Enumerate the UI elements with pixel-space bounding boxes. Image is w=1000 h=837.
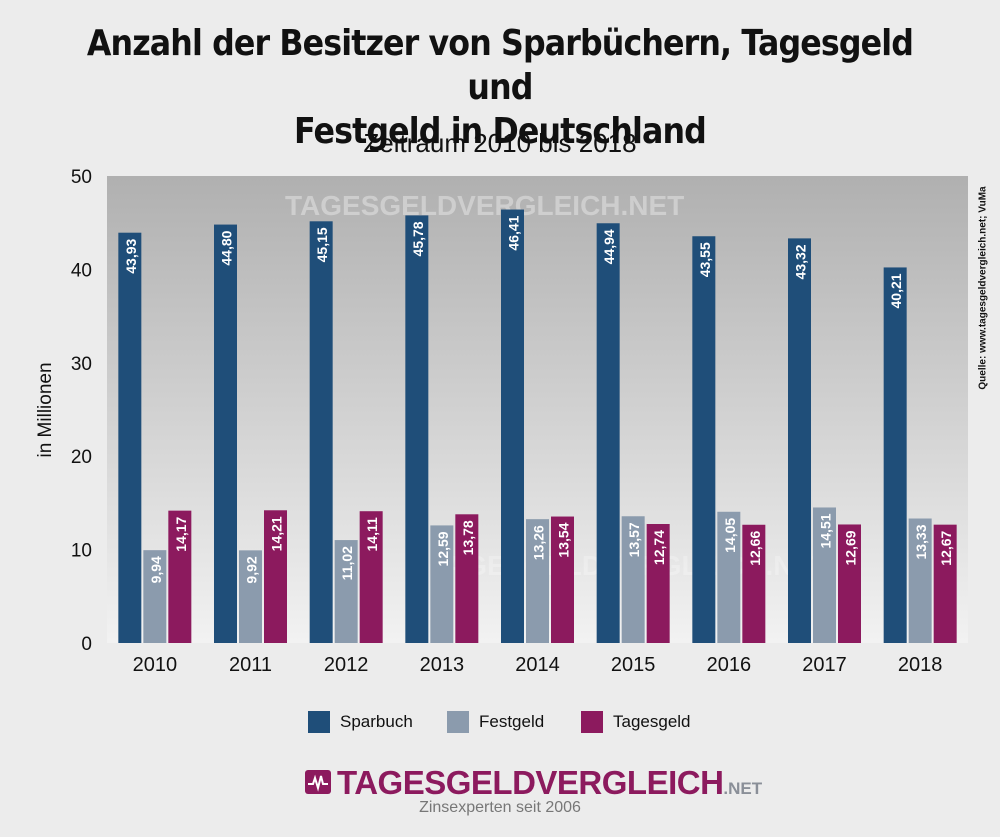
x-tick-label-2017: 2017 xyxy=(802,654,847,676)
y-tick-label: 20 xyxy=(71,447,92,468)
x-tick-label-2016: 2016 xyxy=(707,654,752,676)
data-label-tagesgeld-2016: 12,66 xyxy=(747,531,763,566)
data-label-sparbuch-2017: 43,32 xyxy=(793,244,809,279)
bar-sparbuch-2011 xyxy=(214,224,237,643)
legend-swatch-festgeld xyxy=(447,711,469,733)
bar-festgeld-2017 xyxy=(813,507,836,643)
data-label-sparbuch-2010: 43,93 xyxy=(123,238,139,273)
bar-tagesgeld-2011 xyxy=(264,510,287,643)
bar-festgeld-2014 xyxy=(526,519,549,643)
data-label-sparbuch-2011: 44,80 xyxy=(219,230,235,265)
y-tick-label: 30 xyxy=(71,354,92,375)
bar-festgeld-2016 xyxy=(717,511,741,643)
data-label-tagesgeld-2012: 14,11 xyxy=(364,517,380,551)
legend-label-sparbuch: Sparbuch xyxy=(340,712,413,731)
bar-festgeld-2013 xyxy=(430,525,454,643)
data-label-sparbuch-2016: 43,55 xyxy=(697,242,713,277)
x-tick-label-2018: 2018 xyxy=(898,654,943,676)
y-axis-label: in Millionen xyxy=(35,362,56,457)
legend: Sparbuch Festgeld Tagesgeld xyxy=(0,707,1000,737)
bar-festgeld-2010 xyxy=(143,550,167,643)
x-tick-label-2012: 2012 xyxy=(324,654,369,676)
bar-tagesgeld-2018 xyxy=(933,524,957,643)
data-label-festgeld-2010: 9,94 xyxy=(148,556,164,583)
chart-title-line1: Anzahl der Besitzer von Sparbüchern, Tag… xyxy=(86,23,914,108)
data-label-sparbuch-2012: 45,15 xyxy=(314,227,330,262)
bar-tagesgeld-2014 xyxy=(551,516,574,643)
bar-tagesgeld-2016 xyxy=(742,524,766,643)
y-tick-label: 50 xyxy=(71,167,92,188)
data-label-tagesgeld-2015: 12,74 xyxy=(651,530,667,565)
data-label-tagesgeld-2010: 14,17 xyxy=(173,516,189,551)
brand-logo-icon xyxy=(305,770,331,794)
legend-swatch-tagesgeld xyxy=(581,711,603,733)
legend-swatch-sparbuch xyxy=(308,711,330,733)
y-tick-label: 40 xyxy=(71,260,92,281)
bar-tagesgeld-2015 xyxy=(646,524,670,643)
data-label-festgeld-2012: 11,02 xyxy=(339,546,355,580)
data-label-festgeld-2015: 13,57 xyxy=(626,522,642,557)
bar-festgeld-2015 xyxy=(621,516,645,643)
x-tick-label-2011: 2011 xyxy=(229,654,272,676)
data-label-festgeld-2011: 9,92 xyxy=(244,556,260,583)
bar-sparbuch-2014 xyxy=(501,209,524,644)
data-label-tagesgeld-2018: 12,67 xyxy=(938,530,954,565)
data-label-sparbuch-2014: 46,41 xyxy=(506,215,522,250)
bar-sparbuch-2018 xyxy=(883,267,907,643)
data-label-sparbuch-2018: 40,21 xyxy=(888,273,904,308)
bar-chart: TAGESGELDVERGLEICH.NETTAGESGELDVERGLEICH… xyxy=(35,167,968,676)
x-tick-label-2015: 2015 xyxy=(611,654,656,676)
bar-festgeld-2011 xyxy=(239,550,262,643)
data-label-festgeld-2018: 13,33 xyxy=(913,524,929,559)
bar-tagesgeld-2010 xyxy=(168,510,192,643)
data-label-tagesgeld-2013: 13,78 xyxy=(460,520,476,555)
bar-sparbuch-2015 xyxy=(596,223,620,643)
bar-festgeld-2018 xyxy=(908,518,932,643)
bar-sparbuch-2017 xyxy=(788,238,811,643)
data-label-sparbuch-2015: 44,94 xyxy=(601,229,617,264)
chart-title-line2: Festgeld in Deutschland xyxy=(294,111,707,152)
data-label-sparbuch-2013: 45,78 xyxy=(410,221,426,256)
brand-name-text: TAGESGELDVERGLEICH xyxy=(337,764,724,801)
legend-item-sparbuch: Sparbuch xyxy=(308,707,413,737)
legend-label-festgeld: Festgeld xyxy=(479,712,545,731)
data-label-tagesgeld-2017: 12,69 xyxy=(843,530,859,565)
chart-subtitle: Zeitraum 2010 bis 2018 xyxy=(363,128,637,158)
legend-item-festgeld: Festgeld xyxy=(447,707,544,737)
watermark-top: TAGESGELDVERGLEICH.NET xyxy=(285,190,684,221)
x-tick-label-2013: 2013 xyxy=(420,654,465,676)
data-label-festgeld-2017: 14,51 xyxy=(818,513,834,548)
y-tick-label: 10 xyxy=(71,541,92,562)
data-label-festgeld-2016: 14,05 xyxy=(722,518,738,553)
legend-item-tagesgeld: Tagesgeld xyxy=(581,707,691,737)
bar-sparbuch-2013 xyxy=(405,215,429,643)
bar-tagesgeld-2012 xyxy=(359,511,383,643)
bar-sparbuch-2012 xyxy=(309,221,333,643)
data-label-tagesgeld-2014: 13,54 xyxy=(556,522,572,557)
x-tick-label-2014: 2014 xyxy=(515,654,560,676)
bar-sparbuch-2010 xyxy=(118,232,142,644)
legend-label-tagesgeld: Tagesgeld xyxy=(613,712,691,731)
brand-footer: TAGESGELDVERGLEICH.NET Zinsexperten seit… xyxy=(0,764,1000,826)
data-label-tagesgeld-2011: 14,21 xyxy=(269,516,285,551)
data-label-festgeld-2014: 13,26 xyxy=(531,525,547,560)
bar-sparbuch-2016 xyxy=(692,236,716,644)
brand-name: TAGESGELDVERGLEICH.NET xyxy=(337,764,762,802)
brand-tagline: Zinsexperten seit 2006 xyxy=(419,799,581,816)
y-tick-label: 0 xyxy=(81,634,92,655)
bar-tagesgeld-2017 xyxy=(838,524,861,643)
data-label-festgeld-2013: 12,59 xyxy=(435,531,451,566)
x-tick-label-2010: 2010 xyxy=(133,654,178,676)
brand-suffix: .NET xyxy=(723,779,763,798)
chart-title: Anzahl der Besitzer von Sparbüchern, Tag… xyxy=(60,22,940,154)
bar-tagesgeld-2013 xyxy=(455,514,479,643)
bar-festgeld-2012 xyxy=(334,540,358,643)
